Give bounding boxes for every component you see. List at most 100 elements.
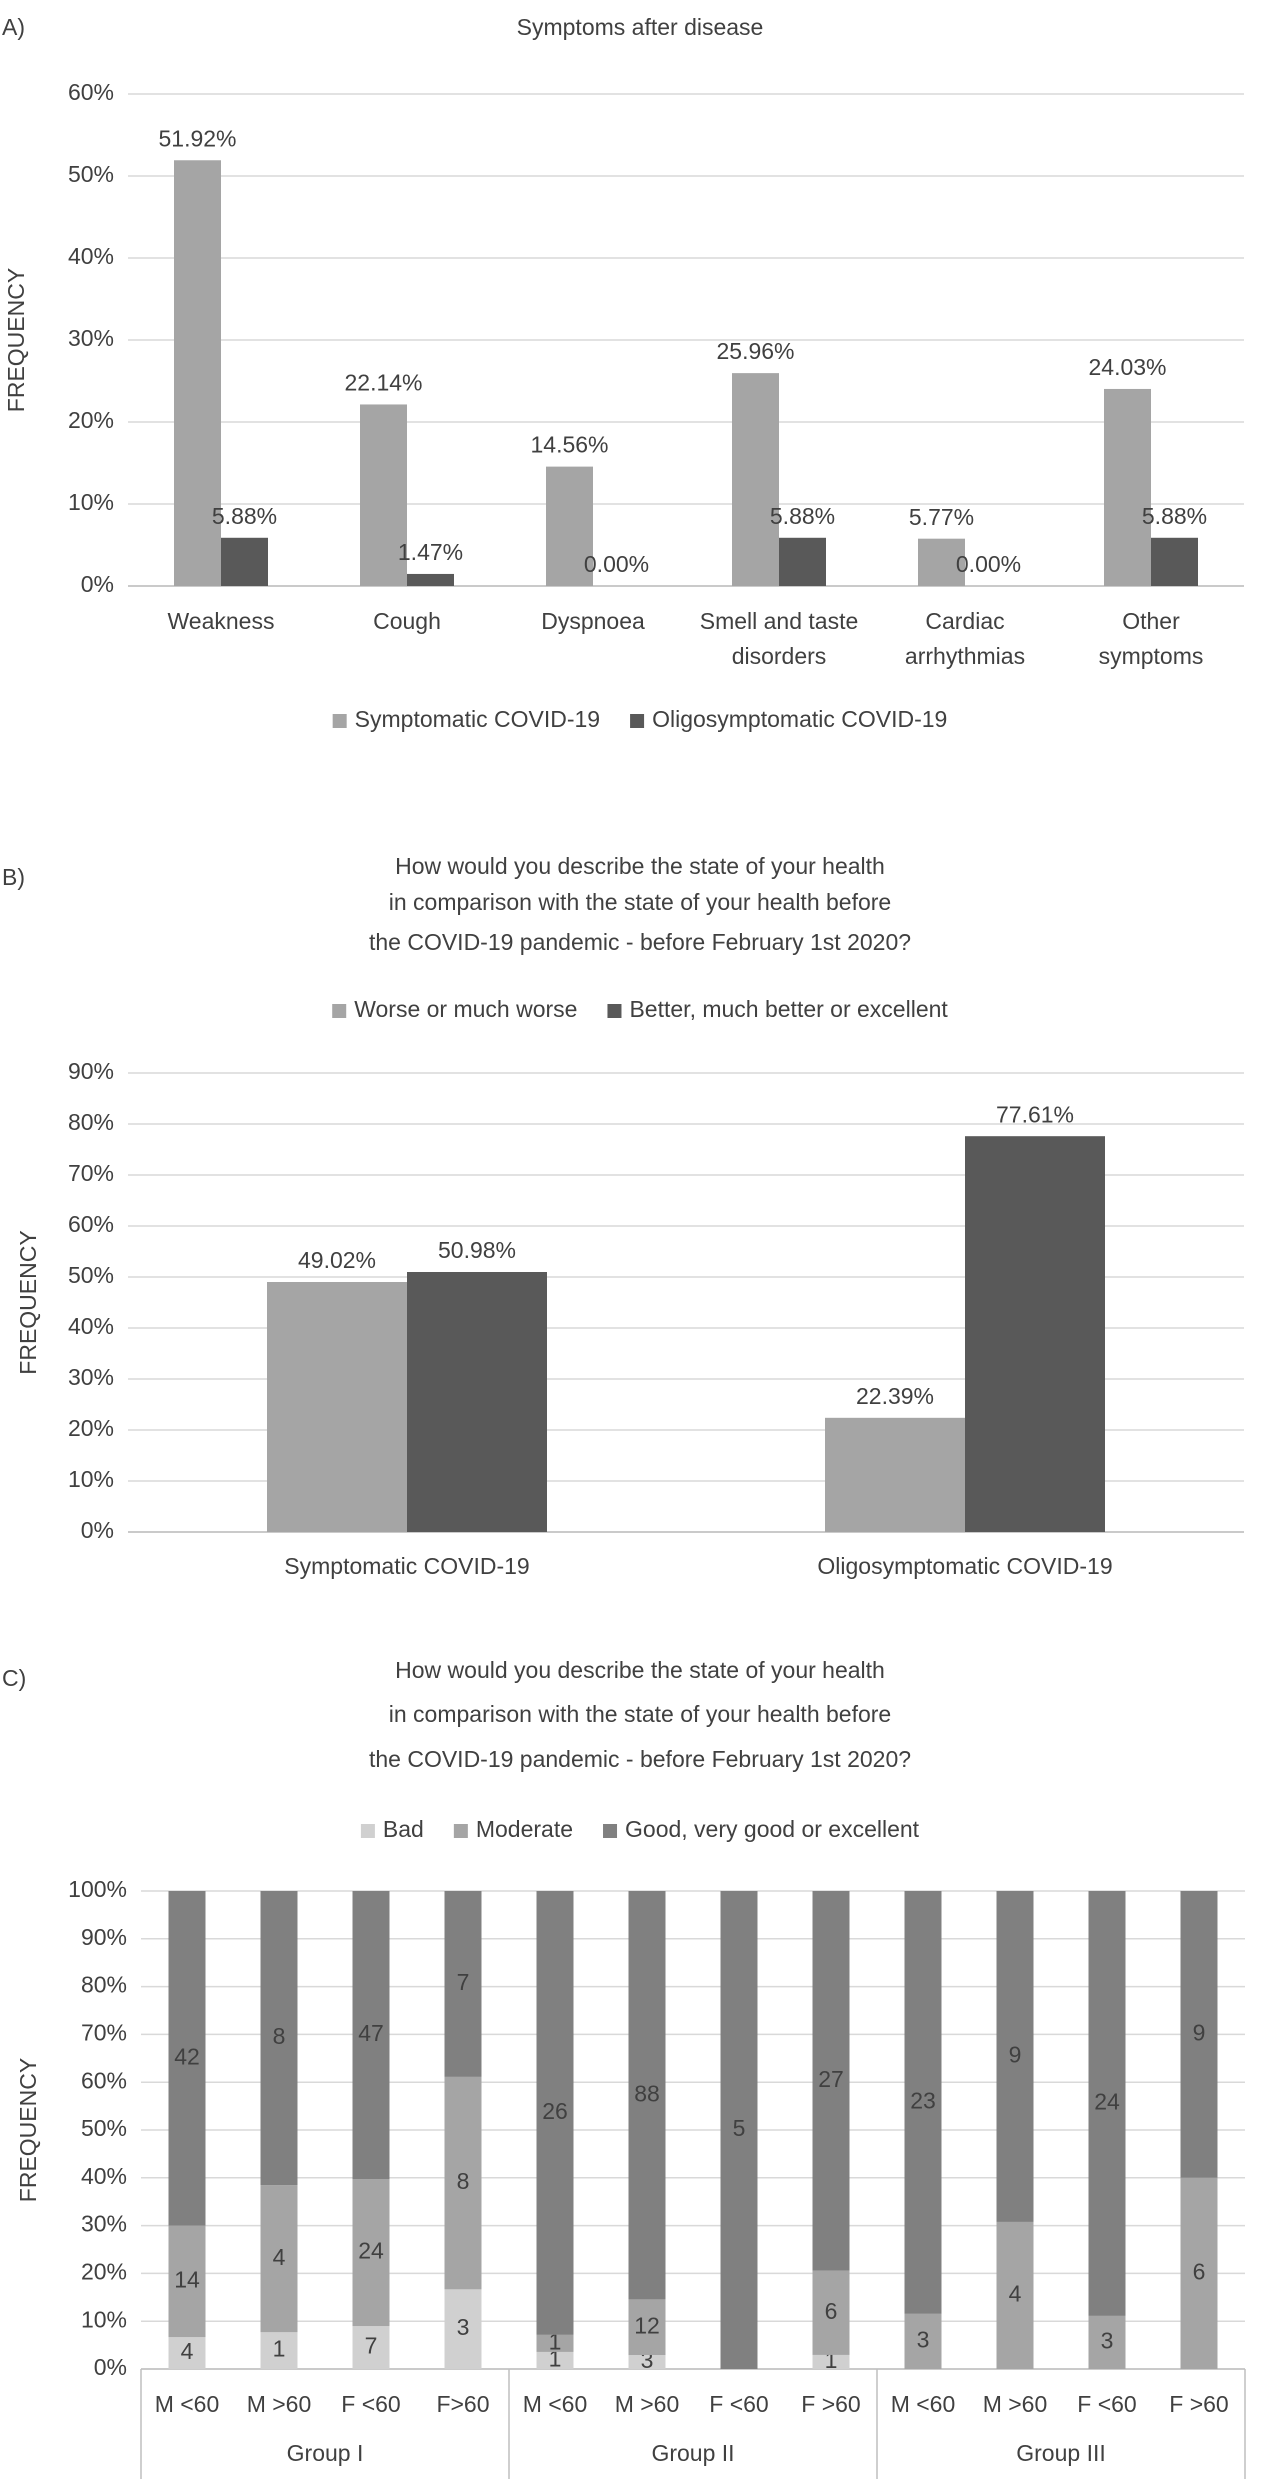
x-tick-label: F >60 <box>1169 2391 1228 2417</box>
data-label: 27 <box>818 2066 844 2092</box>
group-label: Group III <box>1016 2440 1105 2466</box>
x-tick-label: M >60 <box>615 2391 680 2417</box>
chart-title: the COVID-19 pandemic - before February … <box>369 929 911 955</box>
y-tick-label: 0% <box>81 571 114 597</box>
data-label: 25.96% <box>716 338 794 364</box>
bar-segment <box>444 2076 482 2290</box>
y-tick-label: 30% <box>81 2211 127 2237</box>
data-label: 3 <box>457 2314 470 2340</box>
data-label: 5.88% <box>770 503 835 529</box>
y-tick-label: 100% <box>68 1876 127 1902</box>
x-tick-line: Other <box>1122 608 1180 634</box>
x-tick-line: arrhythmias <box>905 643 1025 669</box>
bar-segment <box>168 2225 206 2338</box>
x-tick-label: Cough <box>373 608 441 634</box>
legend-label: Oligosymptomatic COVID-19 <box>652 706 947 732</box>
data-label: 1 <box>549 2328 562 2354</box>
bar-segment <box>1088 2315 1126 2369</box>
data-label: 24 <box>358 2238 384 2264</box>
data-label: 9 <box>1009 2042 1022 2068</box>
y-tick-label: 40% <box>68 1313 114 1339</box>
chart-title: Symptoms after disease <box>517 14 764 40</box>
data-label: 14 <box>174 2266 200 2292</box>
bar-segment <box>628 2299 666 2356</box>
y-tick-label: 30% <box>68 325 114 351</box>
legend-label: Better, much better or excellent <box>629 996 948 1022</box>
y-tick-label: 90% <box>81 1924 127 1950</box>
y-tick-label: 90% <box>68 1058 114 1084</box>
data-label: 88 <box>634 2080 660 2106</box>
data-label: 4 <box>1009 2281 1022 2307</box>
data-label: 4 <box>181 2338 194 2364</box>
x-tick-label: Smell and taste disorders <box>700 608 859 669</box>
chart-title: in comparison with the state of your hea… <box>389 889 891 915</box>
x-tick-line: Smell and taste <box>700 608 859 634</box>
legend-label: Moderate <box>476 1816 573 1842</box>
data-label: 47 <box>358 2020 384 2046</box>
data-label: 77.61% <box>996 1101 1074 1127</box>
bar <box>918 538 965 586</box>
legend-label: Good, very good or excellent <box>625 1816 920 1842</box>
data-label: 23 <box>910 2088 936 2114</box>
bar-segment <box>996 1891 1034 2222</box>
x-tick-label: Cardiac arrhythmias <box>905 608 1025 669</box>
data-label: 4 <box>273 2244 286 2270</box>
bar <box>546 466 593 586</box>
y-tick-label: 20% <box>68 407 114 433</box>
y-tick-label: 20% <box>68 1415 114 1441</box>
panel-label: B) <box>2 864 25 890</box>
data-label: 22.39% <box>856 1383 934 1409</box>
bar-segment <box>444 1891 482 2077</box>
y-tick-label: 60% <box>68 79 114 105</box>
bar <box>965 1136 1105 1532</box>
bar-segment <box>904 2313 942 2369</box>
y-tick-label: 70% <box>81 2019 127 2045</box>
legend-item: Symptomatic COVID-19 <box>332 706 600 732</box>
chart-title: in comparison with the state of your hea… <box>389 1701 891 1727</box>
data-label: 1 <box>273 2336 286 2362</box>
y-axis-label: FREQUENCY <box>3 268 29 412</box>
data-label: 3 <box>917 2327 930 2353</box>
x-tick-label: F>60 <box>436 2391 489 2417</box>
x-tick-label: M >60 <box>983 2391 1048 2417</box>
data-label: 49.02% <box>298 1247 376 1273</box>
legend-item: Moderate <box>453 1816 573 1842</box>
x-tick-label: F <60 <box>1077 2391 1136 2417</box>
bar <box>1104 388 1151 586</box>
panel-label: C) <box>2 1665 26 1691</box>
group-label: Group II <box>651 2440 734 2466</box>
bar <box>779 537 826 586</box>
bar-segment <box>628 1891 666 2300</box>
legend-swatch <box>332 714 347 728</box>
x-tick-label: Dyspnoea <box>541 608 645 634</box>
x-tick-label: Symptomatic COVID-19 <box>284 1553 529 1579</box>
bar-segment <box>352 1891 390 2180</box>
y-axis-label: FREQUENCY <box>15 2058 41 2202</box>
x-tick-label: F <60 <box>341 2391 400 2417</box>
data-label: 51.92% <box>158 125 236 151</box>
bar-segment <box>352 2179 390 2327</box>
panel-label: A) <box>2 14 25 40</box>
legend-swatch <box>360 1824 375 1838</box>
y-tick-label: 10% <box>68 1466 114 1492</box>
y-tick-label: 70% <box>68 1160 114 1186</box>
y-tick-label: 0% <box>81 1517 114 1543</box>
x-tick-label: M <60 <box>891 2391 956 2417</box>
bar-segment <box>536 2334 574 2352</box>
legend-label: Worse or much worse <box>354 996 577 1022</box>
x-tick-line: Cardiac <box>925 608 1004 634</box>
data-label: 0.00% <box>956 551 1021 577</box>
bar-segment <box>352 2326 390 2369</box>
bar-segment <box>996 2221 1034 2369</box>
data-label: 24 <box>1094 2089 1120 2115</box>
data-label: 0.00% <box>584 551 649 577</box>
bar-segment <box>260 2332 298 2369</box>
x-tick-label: M >60 <box>247 2391 312 2417</box>
chart-title: the COVID-19 pandemic - before February … <box>369 1746 911 1772</box>
data-label: 22.14% <box>344 370 422 396</box>
x-tick-line: symptoms <box>1099 643 1204 669</box>
y-tick-label: 30% <box>68 1364 114 1390</box>
bar-segment <box>168 2337 206 2369</box>
x-tick-label: F >60 <box>801 2391 860 2417</box>
bar-segment <box>904 1891 942 2314</box>
